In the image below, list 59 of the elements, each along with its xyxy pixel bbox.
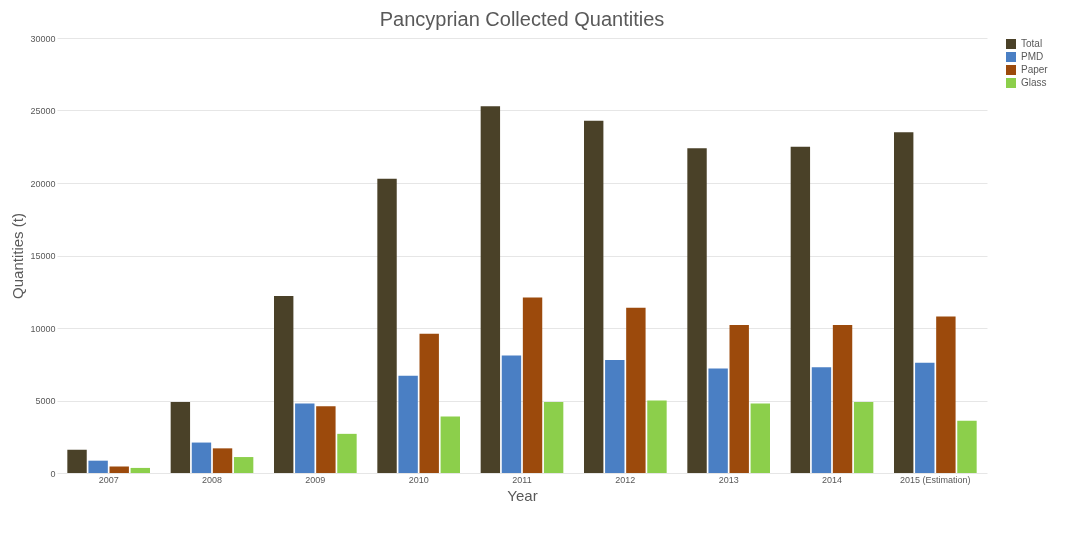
bar: [605, 359, 625, 473]
bar: [419, 333, 439, 473]
bar: [936, 316, 956, 473]
y-tick-label: 10000: [30, 323, 56, 334]
bar: [626, 307, 646, 473]
y-tick-label: 25000: [30, 106, 56, 116]
bar: [522, 297, 543, 473]
bar: [915, 362, 935, 473]
bar: [832, 325, 853, 473]
chart-title: Pancyprian Collected Quantities: [379, 8, 665, 30]
bar: [398, 375, 418, 473]
bar: [170, 401, 191, 473]
y-tick-label: 15000: [30, 251, 56, 261]
bar: [67, 449, 87, 473]
bar: [295, 403, 315, 473]
y-tick-label: 30000: [30, 33, 56, 44]
x-tick-label: 2013: [718, 474, 739, 485]
legend-label: Total: [1021, 38, 1043, 49]
bar: [501, 355, 522, 473]
bar: [377, 178, 397, 473]
bar: [750, 403, 770, 473]
legend-label: PMD: [1021, 51, 1044, 62]
x-tick-label: 2012: [615, 474, 636, 485]
bar: [687, 148, 707, 473]
legend-label: Paper: [1021, 64, 1049, 75]
bar: [130, 467, 150, 473]
bar: [708, 368, 728, 473]
x-tick-label: 2011: [512, 474, 532, 485]
bar: [212, 448, 233, 473]
x-tick-label: 2015 (Estimation): [900, 474, 971, 485]
bar: [316, 406, 336, 473]
bar: [729, 325, 749, 473]
bar: [109, 466, 129, 473]
bar: [811, 367, 832, 473]
x-tick-label: 2008: [201, 474, 223, 485]
bar: [647, 400, 667, 473]
x-tick-label: 2007: [98, 474, 119, 485]
y-tick-label: 0: [50, 468, 56, 479]
x-tick-label: 2014: [821, 474, 843, 485]
bar: [191, 442, 212, 473]
x-axis-title: Year: [507, 486, 538, 504]
bar: [584, 120, 604, 473]
x-tick-label: 2010: [408, 474, 429, 485]
bar: [88, 460, 108, 473]
bar: [853, 401, 874, 473]
bar: [233, 457, 254, 473]
bar: [790, 146, 811, 473]
x-tick-label: 2009: [305, 474, 326, 485]
bar: [337, 433, 357, 473]
y-axis-title: Quantities (t): [9, 213, 27, 299]
bar: [894, 132, 914, 473]
bar: [957, 420, 977, 473]
bar: [440, 416, 460, 473]
bar: [480, 106, 501, 473]
legend-label: Glass: [1021, 77, 1047, 88]
bar: [274, 296, 294, 473]
y-tick-label: 5000: [35, 396, 56, 406]
bar: [543, 401, 564, 473]
y-tick-label: 20000: [30, 178, 56, 189]
